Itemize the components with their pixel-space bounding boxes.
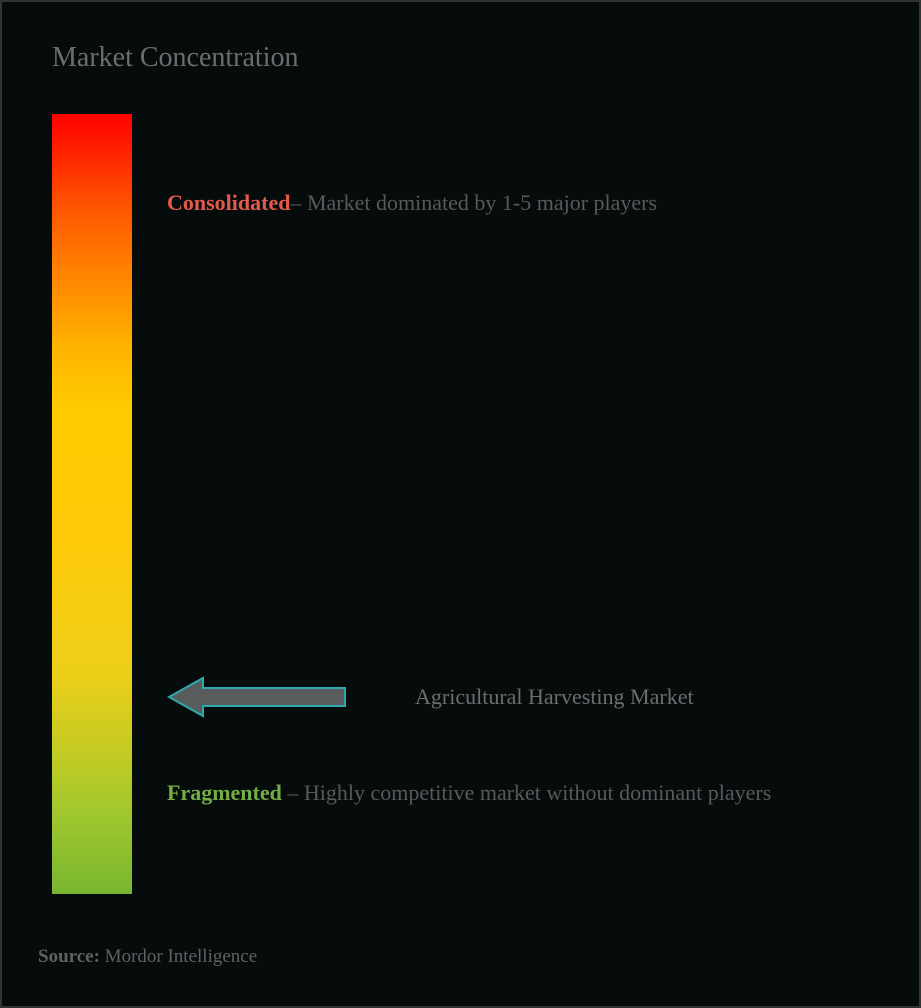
- source-prefix: Source:: [38, 946, 100, 967]
- consolidated-text: Consolidated– Market dominated by 1-5 ma…: [167, 184, 657, 221]
- labels-column: Consolidated– Market dominated by 1-5 ma…: [167, 114, 869, 894]
- content-area: Consolidated– Market dominated by 1-5 ma…: [52, 114, 869, 894]
- infographic-container: Market Concentration Consolidated– Marke…: [0, 0, 921, 1008]
- marker-label: Agricultural Harvesting Market: [415, 684, 694, 710]
- fragmented-row: Fragmented – Highly competitive market w…: [167, 774, 869, 811]
- gradient-bar-wrapper: [52, 114, 132, 894]
- fragmented-desc: – Highly competitive market without domi…: [282, 780, 771, 805]
- fragmented-text: Fragmented – Highly competitive market w…: [167, 774, 771, 811]
- source-value: Mordor Intelligence: [105, 946, 257, 967]
- pointer-arrow-icon: [167, 674, 347, 720]
- consolidated-desc: – Market dominated by 1-5 major players: [290, 190, 657, 215]
- marker-row: Agricultural Harvesting Market: [167, 674, 869, 720]
- fragmented-lead: Fragmented: [167, 780, 282, 805]
- consolidated-row: Consolidated– Market dominated by 1-5 ma…: [167, 184, 869, 221]
- concentration-gradient-bar: [52, 114, 132, 894]
- source-line: Source: Mordor Intelligence: [38, 946, 257, 968]
- consolidated-lead: Consolidated: [167, 190, 290, 215]
- chart-title: Market Concentration: [52, 42, 869, 74]
